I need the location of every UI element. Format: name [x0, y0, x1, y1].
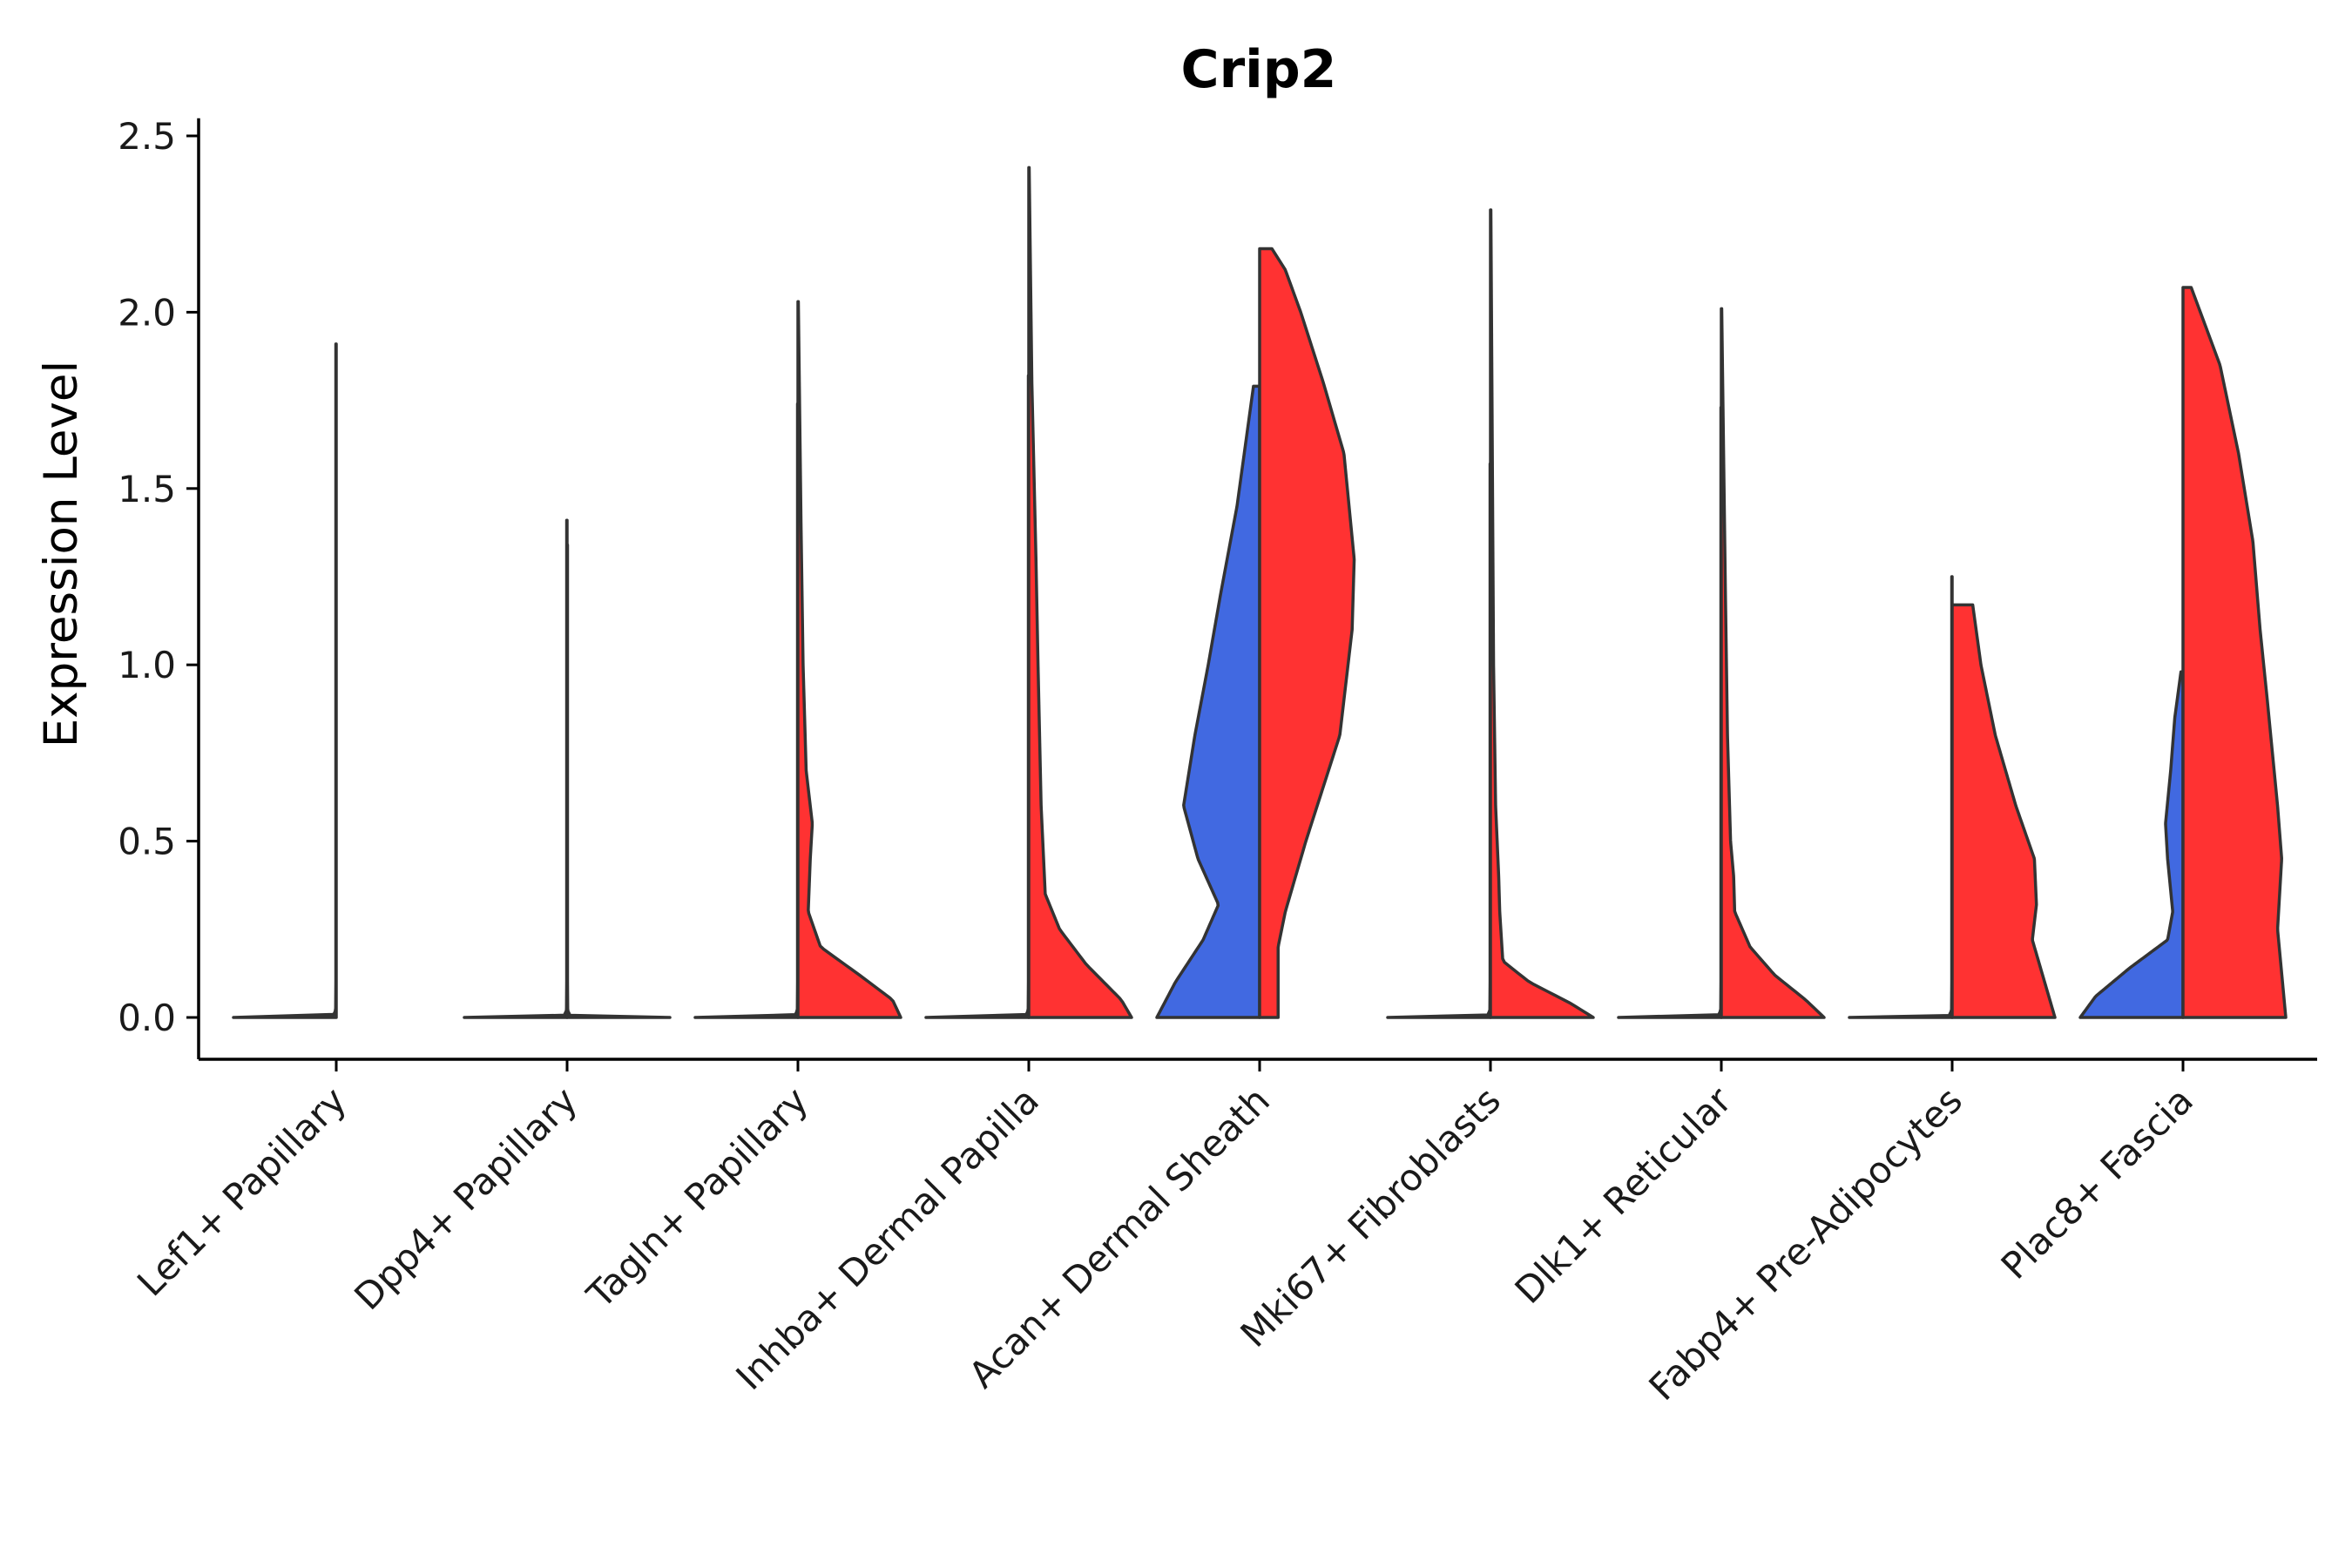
- violin-left-0: [232, 342, 338, 1019]
- violin-left-7: [1848, 575, 1954, 1019]
- chart-title: Crip2: [1181, 39, 1337, 100]
- y-tick-label: 1.0: [118, 644, 176, 686]
- x-category-label: Mki67+ Fibroblasts: [1233, 1078, 1509, 1355]
- x-category-label: Dlk1+ Reticular: [1507, 1078, 1740, 1312]
- violin-right-7: [1950, 603, 2057, 1019]
- y-tick-label: 2.0: [118, 291, 176, 334]
- violin-layer: [232, 166, 2288, 1019]
- violin-right-1: [565, 543, 672, 1019]
- violin-left-5: [1386, 462, 1492, 1019]
- violin-right-5: [1489, 208, 1595, 1019]
- violin-right-2: [796, 300, 902, 1019]
- y-tick-label: 2.5: [118, 115, 176, 158]
- y-tick-label: 1.5: [118, 468, 176, 510]
- violin-left-3: [924, 374, 1031, 1019]
- violin-left-1: [463, 518, 569, 1019]
- y-axis-title: Expression Level: [35, 361, 88, 747]
- violin-right-3: [1027, 166, 1133, 1019]
- x-category-label: Plac8+ Fascia: [1993, 1078, 2201, 1287]
- violin-left-8: [2078, 670, 2185, 1019]
- x-category-label: Lef1+ Papillary: [129, 1078, 355, 1304]
- violin-right-8: [2181, 286, 2288, 1019]
- violin-left-6: [1617, 405, 1723, 1019]
- violin-right-6: [1720, 307, 1826, 1019]
- violin-right-4: [1258, 247, 1356, 1019]
- y-tick-label: 0.0: [118, 997, 176, 1039]
- violin-left-2: [693, 402, 800, 1019]
- y-tick-label: 0.5: [118, 821, 176, 863]
- violin-left-4: [1155, 384, 1261, 1019]
- x-category-label: Tagln+ Papillary: [578, 1078, 816, 1316]
- x-category-label: Dpp4+ Papillary: [346, 1078, 585, 1318]
